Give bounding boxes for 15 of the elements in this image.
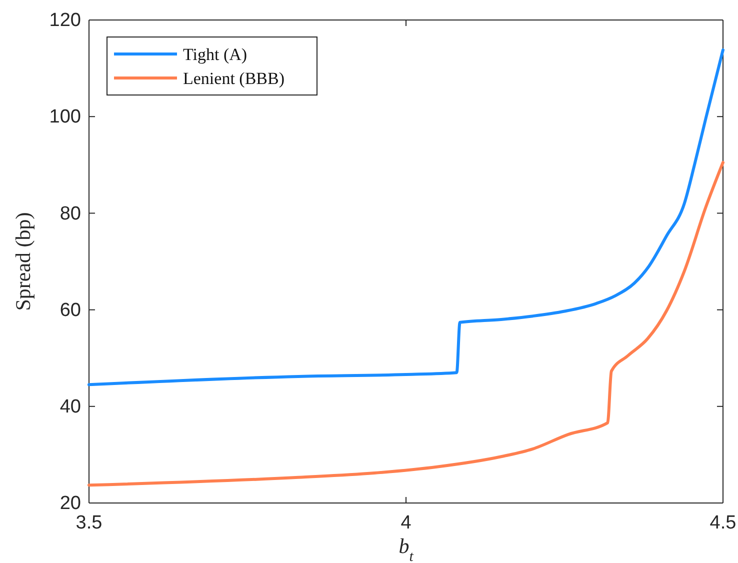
x-axis-title: b$_{t}$ <box>398 534 414 563</box>
line-series <box>88 48 724 386</box>
y-axis-title: Spread (bp) <box>11 212 35 311</box>
y-tick-label: 120 <box>49 10 81 32</box>
y-tick-label: 100 <box>49 106 81 128</box>
x-tick-label: 4 <box>400 512 412 534</box>
y-tick-label: 60 <box>60 300 81 321</box>
y-tick-label: 20 <box>60 493 81 514</box>
x-tick-label: 4.5 <box>710 512 736 534</box>
line-series <box>88 160 724 487</box>
x-tick-label: 3.5 <box>76 512 102 534</box>
legend-label: Lenient (BBB) <box>183 69 285 88</box>
legend-label: Tight (A) <box>183 45 248 64</box>
y-tick-label: 80 <box>60 203 81 224</box>
y-tick-label: 40 <box>60 396 81 418</box>
